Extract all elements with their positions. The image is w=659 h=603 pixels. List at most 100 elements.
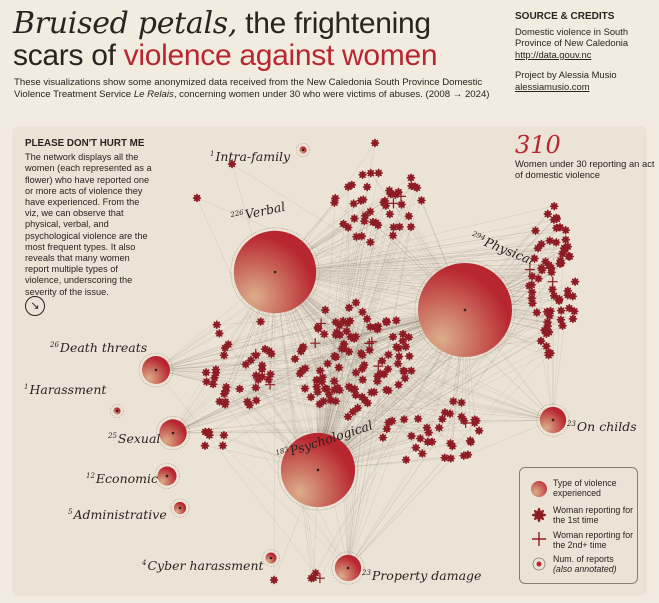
legend-type-label: Type of violence experienced [553, 478, 617, 498]
link-lines [155, 142, 576, 581]
flower-woman [568, 314, 578, 324]
flower-woman [393, 359, 403, 368]
flower-woman [470, 418, 480, 428]
flower-woman [544, 348, 553, 357]
hub-count: 1 [24, 383, 28, 391]
hub-label: 12Economic [86, 471, 158, 486]
flower-woman [311, 568, 320, 578]
flower-woman [223, 340, 233, 349]
cross-legend-icon [532, 532, 546, 546]
flower-woman [378, 433, 388, 442]
hub-name: Intra-family [214, 149, 291, 164]
flower-woman [536, 336, 546, 346]
hub-label-text: 1Intra-family [210, 149, 291, 164]
flower-woman [373, 220, 383, 230]
flower-woman [357, 364, 367, 374]
flower-woman [561, 225, 571, 235]
flower-woman [406, 222, 416, 232]
flower-woman [342, 326, 351, 336]
flower-woman [256, 317, 265, 326]
flower-woman [394, 352, 404, 361]
flower-woman [358, 307, 367, 317]
project-link[interactable]: alessiamusio.com [515, 80, 590, 92]
flower-woman [330, 198, 339, 207]
hub-label: 26Death threats [49, 340, 147, 355]
subtitle: These visualizations show some anonymize… [14, 77, 490, 100]
hub-name: Death threats [59, 340, 147, 355]
cross-woman [373, 361, 384, 372]
hub-label-text: 23On childs [566, 419, 637, 434]
flower-woman [524, 281, 534, 291]
flower-woman [559, 247, 569, 257]
flower-woman [384, 386, 393, 395]
flower-woman [380, 196, 390, 206]
hub-count: 226 [229, 208, 245, 219]
flower-woman [377, 356, 387, 366]
flower-woman [266, 369, 275, 379]
flower-woman [394, 187, 403, 197]
flower-woman [415, 434, 425, 443]
flower-woman [570, 277, 580, 287]
cross-woman [364, 338, 375, 349]
flower-woman [400, 373, 410, 383]
flower-woman [384, 350, 393, 360]
flower-woman [401, 455, 411, 465]
intro-heading: PLEASE DON'T HURT ME [25, 138, 145, 149]
flower-woman [348, 407, 358, 417]
hub-name: Economic [95, 471, 158, 486]
flower-woman [546, 306, 555, 316]
hub-label-text: 5Administrative [68, 507, 167, 522]
flower-woman [315, 366, 325, 376]
flower-woman [413, 414, 423, 424]
flower-woman [534, 274, 543, 283]
legend-first-label: Woman reporting for the 1st time [553, 505, 634, 525]
total-women-label: Women under 30 reporting an act of domes… [515, 158, 655, 180]
cross-woman [388, 198, 399, 209]
flower-woman [397, 200, 406, 209]
flower-woman [541, 257, 550, 266]
flower-woman [382, 424, 392, 434]
flower-woman [398, 329, 408, 339]
flower-woman [423, 437, 433, 447]
flower-woman [317, 377, 327, 387]
flower-woman [417, 196, 426, 205]
hub-ring [155, 415, 191, 451]
flower-woman [334, 363, 344, 372]
hub-center-dot [551, 418, 555, 422]
cross-woman [265, 379, 276, 390]
flower-woman [260, 344, 270, 354]
flower-woman [568, 291, 578, 301]
credits-heading: SOURCE & CREDITS [515, 11, 615, 22]
flower-woman [251, 396, 261, 405]
flower-woman [343, 412, 353, 422]
flower-woman [246, 355, 256, 365]
hub-center-dot [178, 506, 182, 510]
flower-woman [358, 375, 368, 385]
flower-woman [251, 383, 261, 392]
flower-woman [351, 390, 361, 400]
flower-woman [556, 306, 566, 315]
flower-woman [343, 319, 352, 328]
hub-label: 1Intra-family [210, 149, 291, 164]
hub-ring [170, 498, 190, 518]
flower-woman [350, 214, 359, 223]
flower-woman [344, 347, 354, 357]
flower-woman [227, 159, 237, 169]
flower-woman [424, 428, 434, 437]
hub-label: 23On childs [566, 419, 637, 434]
flower-woman [386, 189, 396, 199]
flowers [192, 138, 580, 585]
flower-woman [352, 232, 361, 242]
flower-woman [406, 366, 416, 376]
hub-label: 23Property damage [361, 568, 481, 583]
scroll-arrow-icon[interactable]: ↘ [25, 296, 45, 316]
flower-woman [532, 308, 542, 317]
flower-woman [446, 454, 456, 463]
hub-center-dot [154, 368, 158, 372]
flower-woman [192, 193, 202, 203]
hub-label-text: 12Economic [86, 471, 158, 486]
flower-woman [200, 441, 210, 451]
hub-ring [262, 549, 280, 567]
flower-woman [208, 379, 218, 389]
source-link[interactable]: http://data.gouv.nc [515, 48, 592, 60]
